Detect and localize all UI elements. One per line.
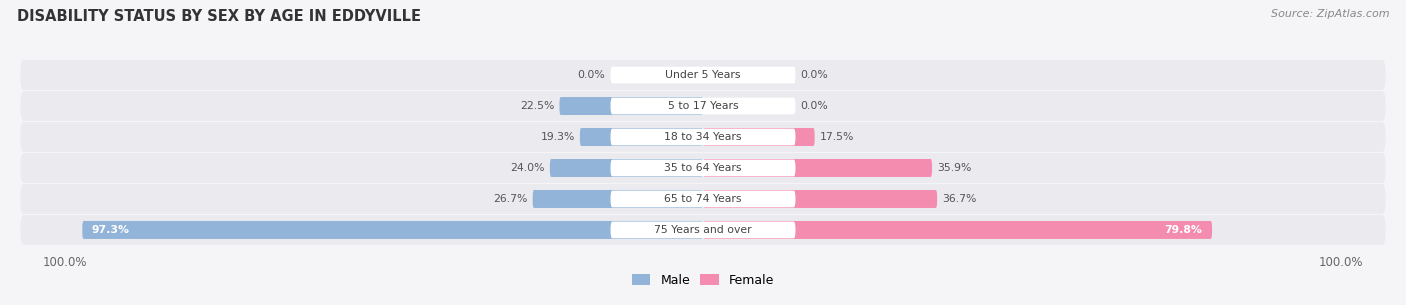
FancyBboxPatch shape [610,98,796,114]
Text: 18 to 34 Years: 18 to 34 Years [664,132,742,142]
Text: 26.7%: 26.7% [494,194,527,204]
FancyBboxPatch shape [579,128,703,146]
Text: 35.9%: 35.9% [938,163,972,173]
Text: Source: ZipAtlas.com: Source: ZipAtlas.com [1271,9,1389,19]
FancyBboxPatch shape [21,153,1385,183]
Text: 22.5%: 22.5% [520,101,554,111]
Text: 97.3%: 97.3% [91,225,129,235]
FancyBboxPatch shape [21,184,1385,214]
FancyBboxPatch shape [21,60,1385,90]
FancyBboxPatch shape [610,160,796,176]
FancyBboxPatch shape [610,67,796,83]
Text: 17.5%: 17.5% [820,132,853,142]
FancyBboxPatch shape [560,97,703,115]
FancyBboxPatch shape [610,191,796,207]
Text: 35 to 64 Years: 35 to 64 Years [664,163,742,173]
FancyBboxPatch shape [703,190,938,208]
FancyBboxPatch shape [83,221,703,239]
Text: 24.0%: 24.0% [510,163,544,173]
FancyBboxPatch shape [21,91,1385,121]
FancyBboxPatch shape [21,215,1385,245]
FancyBboxPatch shape [21,122,1385,152]
Text: 0.0%: 0.0% [578,70,606,80]
Text: Under 5 Years: Under 5 Years [665,70,741,80]
FancyBboxPatch shape [550,159,703,177]
Text: DISABILITY STATUS BY SEX BY AGE IN EDDYVILLE: DISABILITY STATUS BY SEX BY AGE IN EDDYV… [17,9,420,24]
Text: 65 to 74 Years: 65 to 74 Years [664,194,742,204]
Legend: Male, Female: Male, Female [631,274,775,287]
FancyBboxPatch shape [703,221,1212,239]
FancyBboxPatch shape [703,159,932,177]
Text: 36.7%: 36.7% [942,194,977,204]
FancyBboxPatch shape [610,222,796,238]
Text: 0.0%: 0.0% [800,70,828,80]
FancyBboxPatch shape [703,128,814,146]
Text: 0.0%: 0.0% [800,101,828,111]
Text: 5 to 17 Years: 5 to 17 Years [668,101,738,111]
Text: 75 Years and over: 75 Years and over [654,225,752,235]
Text: 19.3%: 19.3% [540,132,575,142]
FancyBboxPatch shape [610,129,796,145]
Text: 79.8%: 79.8% [1164,225,1202,235]
FancyBboxPatch shape [533,190,703,208]
